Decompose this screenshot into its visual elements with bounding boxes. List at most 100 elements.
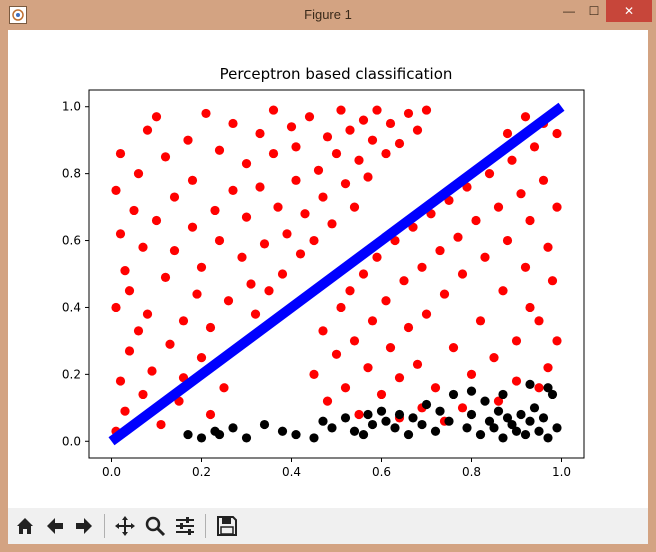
- class-a-point: [511, 376, 522, 386]
- class-a-point: [237, 252, 247, 262]
- axes: 0.0 0.2 0.4 0.6 0.8 1.0 0.0 0.2 0.4 0.6 0.8 1.0: [62, 100, 571, 479]
- y-tick-label: 0.4: [62, 300, 81, 314]
- class-a-point: [354, 409, 364, 420]
- class-a-point: [363, 172, 373, 182]
- class-b-point: [538, 413, 549, 423]
- class-a-point: [147, 366, 157, 376]
- class-b-point: [196, 433, 207, 443]
- arrow-left-icon: [47, 518, 63, 534]
- x-tick-label: 0.2: [192, 465, 211, 479]
- minimize-button[interactable]: —: [563, 4, 575, 18]
- class-a-point: [142, 309, 153, 319]
- subplots-button[interactable]: [171, 512, 199, 540]
- class-a-point: [304, 112, 315, 122]
- class-a-point: [381, 148, 391, 159]
- class-a-point: [205, 409, 216, 420]
- move-icon: [115, 516, 135, 536]
- y-tick-label: 0.0: [62, 434, 81, 448]
- home-button[interactable]: [11, 512, 39, 540]
- class-b-point: [525, 416, 535, 426]
- class-a-point: [552, 336, 562, 346]
- class-b-point: [390, 423, 400, 433]
- class-b-point: [430, 426, 441, 436]
- class-a-point: [201, 108, 211, 119]
- class-b-point: [214, 429, 225, 440]
- maximize-button[interactable]: ☐: [588, 4, 600, 18]
- class-b-point: [183, 429, 193, 440]
- class-a-point: [160, 272, 171, 282]
- class-a-point: [480, 252, 490, 262]
- class-b-point: [376, 406, 387, 416]
- class-a-point: [489, 353, 499, 363]
- class-a-point: [322, 132, 333, 142]
- class-a-point: [507, 155, 517, 165]
- class-b-point: [340, 413, 351, 423]
- close-button[interactable]: ✕: [606, 0, 652, 22]
- x-tick-label: 0.6: [372, 465, 391, 479]
- y-tick-label: 0.6: [62, 234, 81, 248]
- class-b-point: [277, 426, 288, 436]
- class-b-point: [421, 399, 432, 410]
- class-a-point: [295, 249, 306, 259]
- class-b-point: [502, 413, 513, 423]
- class-a-point: [151, 215, 162, 226]
- class-a-point: [520, 262, 531, 272]
- class-a-point: [493, 202, 504, 212]
- save-button[interactable]: [213, 512, 241, 540]
- class-a-point: [471, 215, 481, 226]
- class-a-point: [165, 339, 175, 349]
- class-a-point: [412, 359, 423, 369]
- pan-button[interactable]: [111, 512, 139, 540]
- class-a-point: [196, 262, 207, 272]
- class-a-point: [336, 105, 346, 115]
- class-b-point: [327, 423, 337, 433]
- title-bar[interactable]: Figure 1 — ☐ ✕: [0, 0, 656, 30]
- class-a-point: [363, 363, 373, 373]
- class-a-point: [349, 202, 360, 212]
- class-a-point: [448, 343, 459, 353]
- class-b-point: [394, 409, 405, 420]
- class-a-point: [399, 276, 409, 286]
- class-a-point: [336, 302, 346, 313]
- class-a-point: [124, 346, 135, 356]
- class-a-point: [309, 369, 319, 379]
- scatter-points: [111, 105, 562, 443]
- class-a-point: [354, 155, 364, 165]
- class-b-point: [493, 406, 504, 416]
- class-a-point: [255, 182, 265, 192]
- class-a-point: [394, 138, 405, 149]
- class-b-point: [448, 389, 459, 400]
- class-a-point: [367, 316, 378, 326]
- class-a-point: [138, 389, 148, 400]
- class-a-point: [187, 222, 198, 232]
- class-a-point: [120, 406, 130, 416]
- class-a-point: [246, 279, 256, 289]
- class-a-point: [120, 266, 130, 276]
- class-a-point: [255, 128, 265, 139]
- class-a-point: [552, 128, 562, 139]
- class-b-point: [381, 416, 391, 426]
- class-a-point: [543, 242, 553, 252]
- class-b-point: [552, 423, 562, 433]
- class-a-point: [349, 336, 360, 346]
- back-button[interactable]: [41, 512, 69, 540]
- figure-canvas-area: Perceptron based classification 0.0 0.2 0.…: [8, 30, 648, 544]
- class-a-point: [205, 322, 216, 333]
- class-a-point: [358, 115, 369, 125]
- class-a-point: [111, 302, 121, 313]
- class-a-point: [552, 202, 562, 212]
- class-a-point: [183, 135, 193, 145]
- class-a-point: [466, 369, 477, 379]
- class-a-point: [340, 383, 351, 393]
- zoom-button[interactable]: [141, 512, 169, 540]
- class-a-point: [318, 192, 328, 202]
- forward-button[interactable]: [70, 512, 98, 540]
- class-b-point: [241, 433, 252, 443]
- class-a-point: [151, 112, 162, 122]
- class-a-point: [412, 125, 423, 135]
- class-a-point: [214, 145, 225, 155]
- class-a-point: [192, 289, 202, 299]
- decision-boundary: [108, 102, 565, 446]
- plot-canvas[interactable]: Perceptron based classification 0.0 0.2 0.…: [8, 30, 648, 508]
- class-a-point: [453, 232, 463, 242]
